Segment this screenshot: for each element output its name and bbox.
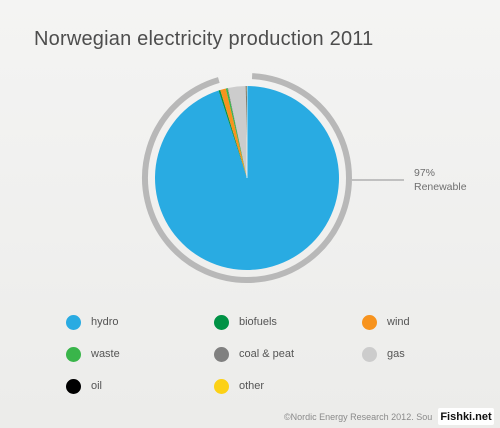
legend-item-oil: oil [66,377,102,395]
pie-slice-biofuels [218,89,247,178]
legend-swatch [66,314,81,330]
renewable-value: 97% [414,167,436,179]
legend-label: biofuels [239,316,277,328]
watermark-logo: Fishki.net [438,408,494,425]
pie-slice-gas [228,86,247,178]
pie-slice-wind [220,88,247,178]
legend-item-other: other [214,377,264,395]
legend-swatch [362,346,377,362]
pie-slice-hydro [154,86,339,271]
legend-swatch [362,314,377,330]
legend-item-waste: waste [66,345,120,363]
legend-label: hydro [91,316,119,328]
renewable-annotation: 97% Renewable [414,166,467,194]
renewable-ring [142,73,352,283]
pie-slice-waste [225,88,247,178]
legend-item-biofuels: biofuels [214,313,277,331]
chart-title: Norwegian electricity production 2011 [34,28,374,50]
legend-swatch [214,314,229,330]
legend-swatch [66,378,81,394]
source-footer: ©Nordic Energy Research 2012. Sou [284,412,433,422]
legend-swatch [66,346,81,362]
legend-swatch [214,378,229,394]
renewable-label: Renewable [414,181,467,193]
legend-swatch [214,346,229,362]
pie-slice-coal-peat [227,87,247,178]
legend-item-coal-peat: coal & peat [214,345,294,363]
legend-item-wind: wind [362,313,410,331]
legend-label: oil [91,380,103,392]
legend-item-gas: gas [362,345,405,363]
legend-item-hydro: hydro [66,313,119,331]
legend-label: gas [387,348,405,360]
legend-label: wind [387,316,410,328]
legend-label: other [239,380,265,392]
legend-label: coal & peat [239,348,295,360]
legend-label: waste [91,348,120,360]
